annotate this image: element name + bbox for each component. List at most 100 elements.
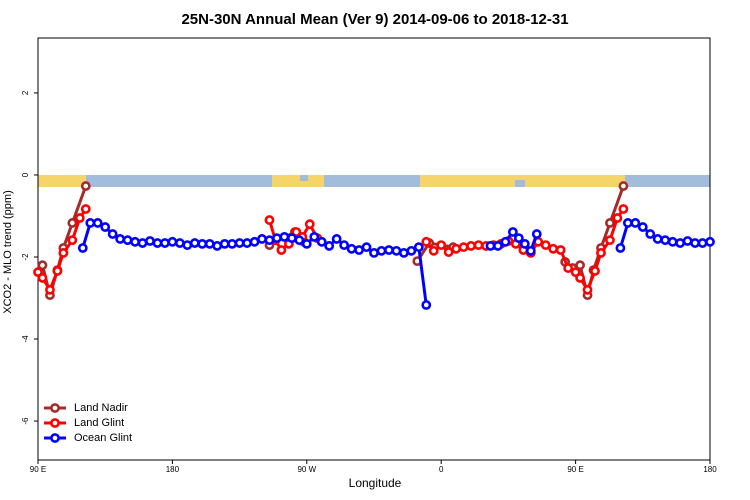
- legend-marker: [50, 403, 60, 413]
- data-point: [304, 219, 315, 230]
- data-point: [500, 236, 511, 247]
- data-point: [398, 247, 409, 258]
- data-point: [682, 236, 693, 246]
- data-point: [525, 245, 536, 256]
- data-point: [652, 234, 663, 244]
- data-point: [493, 241, 503, 251]
- x-tick-label: 90 W: [297, 465, 316, 474]
- y-axis-label: XCO2 - MLO trend (ppm): [2, 190, 14, 313]
- legend-label: Ocean Glint: [74, 432, 132, 444]
- data-point: [630, 218, 641, 228]
- data-point: [612, 213, 623, 223]
- data-point: [212, 241, 223, 251]
- data-point: [145, 236, 155, 246]
- y-tick-label: -6: [21, 417, 30, 425]
- data-point: [615, 243, 626, 253]
- data-point: [605, 235, 615, 246]
- data-point: [85, 218, 96, 228]
- data-point: [376, 245, 387, 256]
- legend-marker: [50, 433, 60, 443]
- data-point: [443, 247, 454, 257]
- data-point: [618, 181, 629, 191]
- data-point: [637, 222, 648, 232]
- data-point: [451, 243, 462, 254]
- data-point: [249, 236, 260, 247]
- data-point: [45, 284, 55, 295]
- data-point: [622, 218, 633, 228]
- land-ocean-strip: [38, 175, 710, 187]
- data-point: [189, 238, 200, 248]
- data-point: [52, 266, 63, 276]
- data-point: [428, 245, 439, 256]
- data-point: [485, 241, 496, 251]
- data-point: [705, 236, 715, 247]
- data-point: [384, 245, 394, 255]
- data-point: [204, 238, 215, 249]
- data-point: [316, 236, 327, 247]
- data-point: [234, 238, 245, 248]
- plot-frame: [37, 37, 711, 461]
- data-point: [421, 300, 432, 310]
- data-point: [58, 247, 69, 258]
- data-point: [257, 234, 267, 244]
- legend-marker: [50, 418, 60, 428]
- y-tick-label: 2: [21, 90, 30, 95]
- data-point: [174, 238, 185, 248]
- data-point: [548, 243, 559, 254]
- data-point: [660, 235, 671, 246]
- data-point: [618, 204, 629, 214]
- data-point: [279, 232, 290, 242]
- data-point: [339, 240, 350, 251]
- data-point: [227, 238, 238, 249]
- data-point: [361, 242, 372, 253]
- data-point: [242, 238, 252, 248]
- x-tick-label: 90 E: [567, 465, 583, 474]
- data-point: [563, 263, 574, 273]
- data-point: [197, 238, 208, 249]
- data-point: [137, 238, 148, 248]
- data-point: [74, 213, 85, 223]
- data-point: [507, 227, 518, 237]
- data-point: [309, 232, 320, 242]
- data-point: [513, 233, 524, 244]
- data-point: [80, 181, 91, 191]
- data-point: [122, 235, 133, 246]
- data-point: [346, 243, 357, 254]
- x-tick-label: 180: [703, 465, 717, 474]
- legend-label: Land Nadir: [74, 402, 128, 414]
- data-point: [286, 233, 297, 244]
- y-tick-label: -2: [21, 253, 30, 261]
- data-point: [92, 218, 103, 228]
- data-point: [575, 260, 585, 271]
- data-point: [473, 240, 484, 251]
- data-point: [115, 234, 126, 244]
- data-point: [219, 238, 230, 249]
- data-point: [519, 238, 530, 249]
- data-point: [272, 233, 282, 244]
- data-point: [152, 238, 163, 248]
- data-point: [167, 236, 178, 247]
- data-point: [301, 238, 312, 249]
- data-point: [107, 229, 118, 239]
- data-point: [458, 242, 469, 253]
- data-point: [582, 284, 593, 295]
- data-point: [324, 241, 335, 251]
- data-point: [667, 236, 678, 247]
- data-point: [436, 240, 447, 251]
- data-point: [331, 234, 342, 244]
- series-line: [81, 221, 711, 306]
- data-point: [100, 222, 111, 232]
- data-point: [369, 247, 379, 258]
- data-point: [645, 229, 656, 239]
- legend-label: Land Glint: [74, 417, 124, 429]
- data-point: [575, 273, 585, 283]
- y-tick-label: -4: [21, 335, 30, 343]
- data-point: [697, 238, 708, 248]
- data-point: [276, 245, 287, 255]
- data-point: [160, 238, 170, 248]
- data-point: [264, 215, 275, 225]
- data-point: [690, 238, 700, 248]
- data-point: [77, 243, 88, 253]
- data-point: [80, 204, 91, 214]
